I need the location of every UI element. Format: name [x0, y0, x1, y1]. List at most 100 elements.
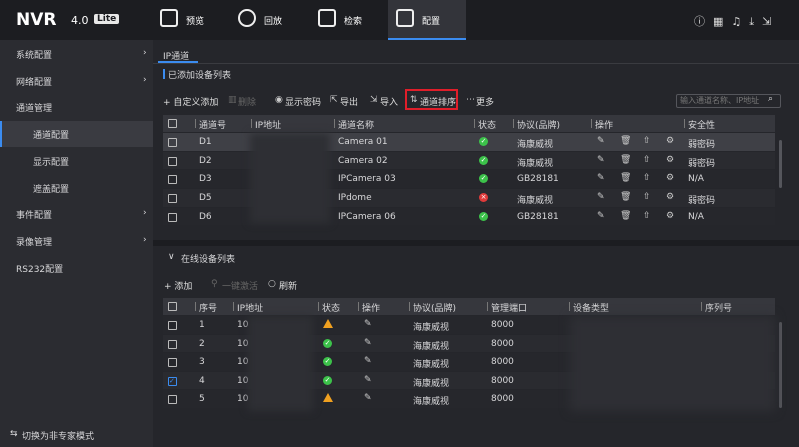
checkbox[interactable]	[168, 395, 177, 405]
toolbar-icon: ⇲	[370, 95, 378, 105]
toolbar-button[interactable]: 更多	[476, 98, 495, 108]
row-action[interactable]: ⚙	[666, 173, 675, 184]
divider	[153, 240, 799, 246]
row-action[interactable]: ⚙	[666, 154, 675, 165]
toolbar-button[interactable]: + 自定义添加	[163, 98, 219, 108]
toolbar-button[interactable]: 显示密码	[285, 98, 322, 108]
checkbox[interactable]	[168, 156, 177, 166]
row-action[interactable]: 🗑	[620, 173, 632, 184]
toolbar-button: 一键激活	[222, 282, 259, 292]
cell: Camera 01	[338, 137, 388, 147]
row-action[interactable]: ⇧	[643, 192, 651, 203]
header-icons[interactable]: ⓘ▦♫⤓⇲	[694, 15, 780, 28]
row-action[interactable]: ✎	[364, 337, 372, 348]
nav-icon[interactable]	[160, 9, 178, 27]
row-action[interactable]: 🗑	[620, 136, 632, 146]
sidebar-item[interactable]: 通道配置	[33, 131, 70, 142]
row-action[interactable]: ✎	[364, 356, 372, 367]
status-icon: ×	[479, 193, 488, 203]
row-action[interactable]: 🗑	[620, 154, 632, 165]
column-header: IP地址	[237, 304, 264, 314]
sidebar-footer[interactable]: 切换为非专家模式	[22, 432, 95, 442]
row-action[interactable]: ⇧	[643, 136, 651, 146]
sidebar-item[interactable]: 事件配置	[16, 211, 53, 222]
nav-item[interactable]: 预览	[186, 17, 205, 27]
column-separator	[334, 119, 335, 128]
checkbox[interactable]	[168, 358, 177, 368]
checkbox[interactable]	[168, 119, 177, 128]
sidebar-item[interactable]: 录像管理	[16, 237, 53, 248]
footer-icon[interactable]: ⇆	[10, 429, 18, 439]
toolbar-button[interactable]: 刷新	[279, 282, 298, 292]
sidebar-item[interactable]: 显示配置	[33, 157, 70, 168]
cell: 弱密码	[688, 140, 716, 150]
cell: D6	[199, 211, 212, 222]
scrollbar	[779, 322, 782, 408]
row-action[interactable]: ⚙	[666, 210, 675, 221]
checkbox[interactable]	[168, 212, 177, 222]
row-action[interactable]: 🗑	[620, 192, 632, 203]
checkbox[interactable]	[168, 321, 177, 330]
toolbar-button[interactable]: 通道排序	[420, 98, 457, 108]
nav-active-line	[388, 38, 466, 40]
row-action[interactable]: ✎	[364, 393, 372, 404]
checkbox[interactable]	[168, 339, 177, 349]
sidebar-item[interactable]: RS232配置	[16, 264, 64, 275]
cell: 10	[237, 320, 249, 330]
checkbox[interactable]	[168, 175, 177, 185]
cell: 3	[199, 357, 205, 368]
edition: Lite	[94, 14, 120, 24]
cell: 海康威视	[517, 196, 554, 207]
sidebar-item[interactable]: 网络配置	[16, 77, 53, 88]
nav-icon[interactable]	[238, 9, 256, 27]
row-action[interactable]: ✎	[597, 173, 605, 184]
row-action[interactable]: ✎	[364, 374, 372, 385]
cell: 10	[237, 375, 249, 386]
row-action[interactable]: ✎	[597, 154, 605, 165]
toolbar-button: 删除	[238, 98, 257, 108]
row-action[interactable]: ⚙	[666, 136, 675, 146]
sidebar-item[interactable]: 遮盖配置	[33, 184, 70, 195]
cell: 海康威视	[413, 378, 450, 389]
column-header: 序列号	[705, 304, 733, 314]
cell: 海康威视	[517, 140, 554, 150]
cell: 弱密码	[688, 196, 716, 207]
sidebar-arrow: ›	[143, 48, 147, 58]
checkbox[interactable]	[168, 138, 177, 147]
table-header-bg	[163, 298, 775, 315]
row-action[interactable]: ✎	[364, 319, 372, 329]
row-action[interactable]: ✎	[597, 192, 605, 203]
search-icon[interactable]: ⌕	[768, 94, 774, 104]
row-action[interactable]: ⇧	[643, 210, 651, 221]
toolbar-button[interactable]: + 添加	[164, 282, 193, 292]
row-action[interactable]: ⇧	[643, 173, 651, 184]
row-action[interactable]: 🗑	[620, 210, 632, 221]
nav-icon[interactable]	[318, 9, 336, 27]
tab[interactable]: IP通道	[163, 52, 190, 62]
checkbox[interactable]: ✓	[168, 376, 177, 386]
sidebar-item[interactable]: 通道管理	[16, 104, 53, 115]
row-action[interactable]: ✎	[597, 210, 605, 221]
toolbar-button[interactable]: 导出	[340, 98, 359, 108]
checkbox[interactable]	[168, 302, 177, 311]
cell: 8000	[491, 375, 514, 386]
checkbox[interactable]	[168, 194, 177, 204]
chevron[interactable]: ∨	[168, 252, 175, 262]
row-action[interactable]: ⚙	[666, 192, 675, 203]
search-box[interactable]	[676, 94, 781, 108]
nav-item[interactable]: 回放	[264, 17, 283, 27]
nav-item[interactable]: 配置	[422, 17, 441, 27]
row-action[interactable]: ✎	[597, 136, 605, 146]
search-placeholder: 输入通道名称、IP地址	[680, 96, 760, 105]
nav-item[interactable]: 检索	[344, 17, 363, 27]
sidebar-item[interactable]: 系统配置	[16, 51, 53, 61]
column-separator	[409, 302, 410, 311]
ip-blur	[250, 133, 330, 223]
column-separator	[684, 119, 685, 128]
nav-icon[interactable]	[396, 9, 414, 27]
toolbar-button[interactable]: 导入	[380, 98, 399, 108]
cell: 8000	[491, 394, 514, 405]
cell: IPCamera 03	[338, 174, 396, 185]
column-separator	[233, 302, 234, 311]
row-action[interactable]: ⇧	[643, 154, 651, 165]
